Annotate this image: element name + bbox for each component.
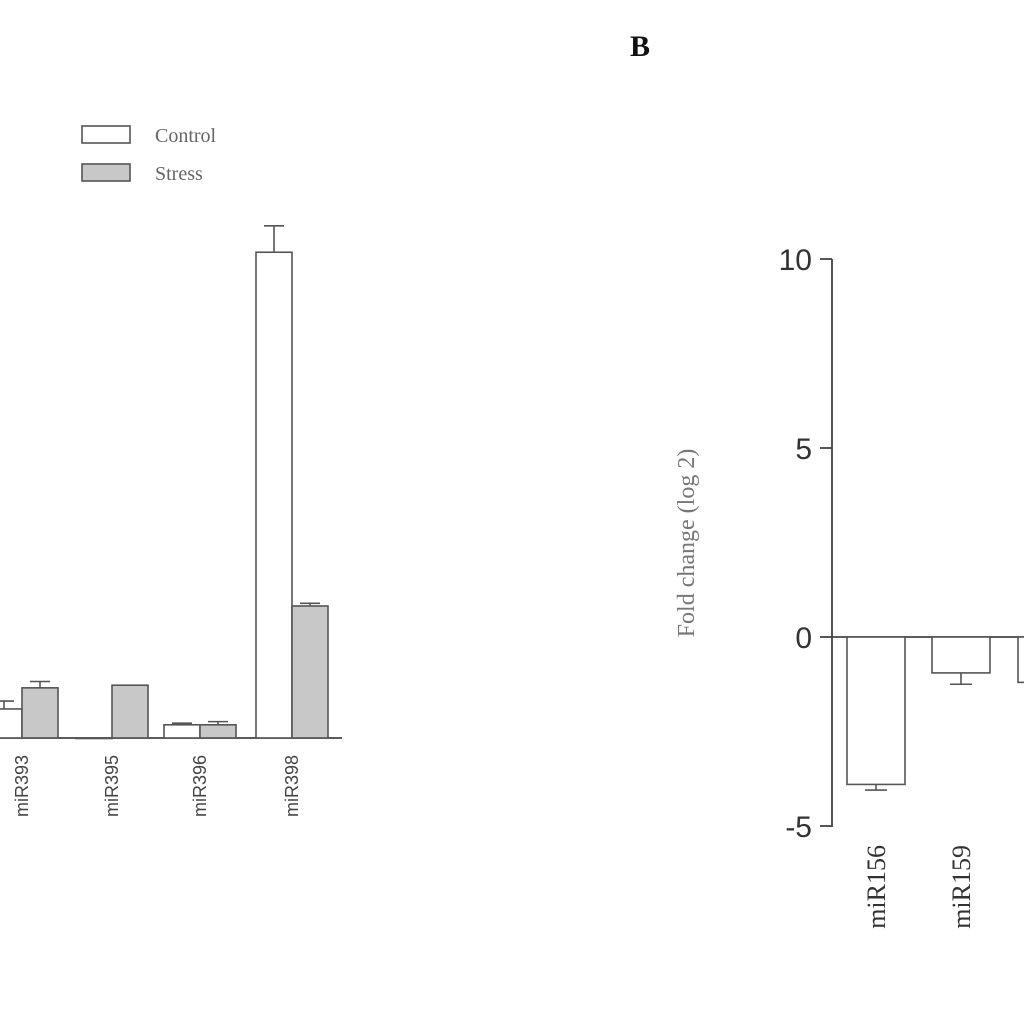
x-tick-label: miR156 (862, 845, 891, 929)
y-tick-label: 10 (779, 244, 812, 277)
legend: Control Stress (81, 125, 217, 185)
bar-stress-mir393 (21, 687, 59, 739)
bar-control-mir393 (0, 708, 23, 739)
y-axis-label-b: Fold change (log 2) (674, 449, 700, 638)
x-tick-label: miR393 (12, 755, 32, 817)
y-tick-label: 0 (795, 622, 812, 655)
x-tick-label: miR395 (102, 755, 122, 817)
bar-control-mir395 (75, 737, 113, 740)
bar-mir159 (931, 636, 991, 674)
y-tick-label: -5 (785, 811, 812, 844)
bar-control-mir396 (163, 723, 201, 739)
chart-panel-a: Control Stress miR393 miR395 miR396 miR398 (0, 125, 342, 817)
bar-stress-mir398 (291, 605, 329, 739)
legend-label-control: Control (155, 125, 217, 147)
bar-control-mir398 (255, 251, 293, 739)
x-tick-label: miR159 (947, 845, 976, 929)
bar-stress-mir396 (199, 723, 237, 739)
bar-partial (1017, 636, 1024, 684)
bar-stress-mir395 (111, 684, 149, 739)
legend-label-stress: Stress (155, 163, 203, 185)
legend-swatch-control (81, 125, 131, 144)
bar-mir156 (846, 636, 906, 786)
y-tick-label: 5 (795, 433, 812, 466)
chart-panel-b: Fold change (log 2) 10 5 0 -5 miR156 miR159 (674, 244, 1024, 929)
x-tick-label: miR396 (190, 755, 210, 817)
legend-swatch-stress (81, 163, 131, 182)
panel-b-letter: B (630, 30, 650, 63)
x-tick-label: miR398 (282, 755, 302, 817)
